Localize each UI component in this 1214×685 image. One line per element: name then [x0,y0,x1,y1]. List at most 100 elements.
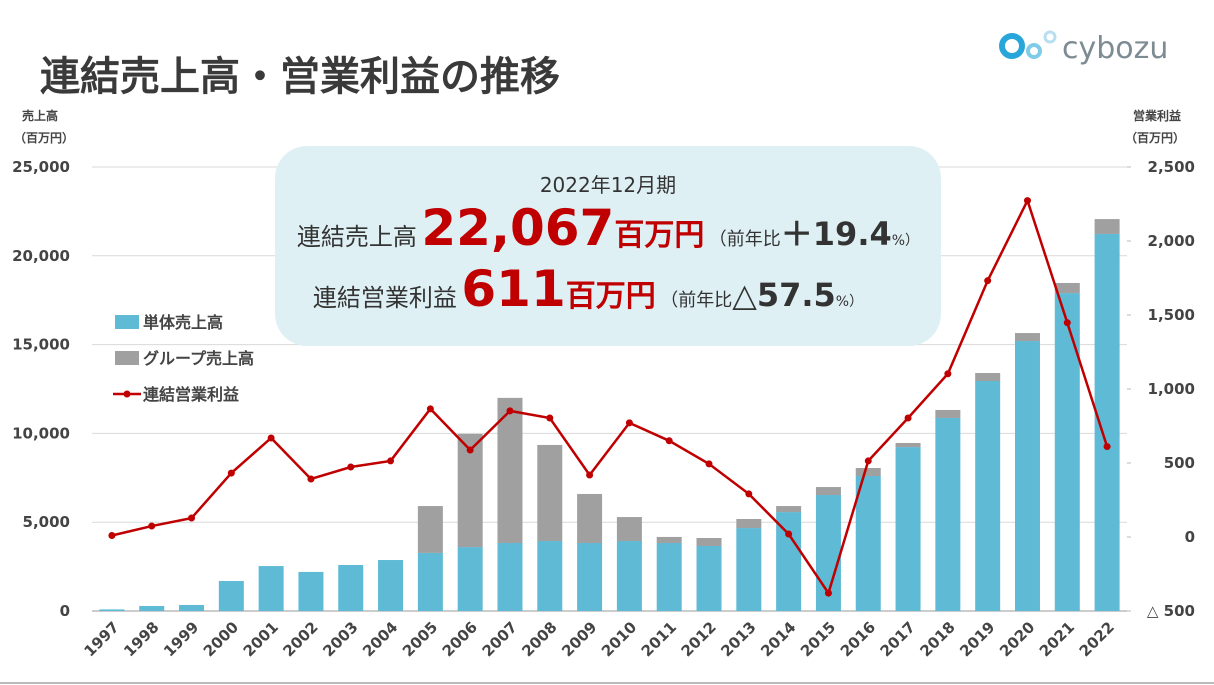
bar [1014,333,1040,342]
prefix: （前年比 [660,290,732,311]
value: 22,067 [421,199,614,257]
logo: cybozu [999,30,1168,66]
change: ＋19.4 [781,215,892,253]
bar [975,373,1001,382]
bar [935,409,961,418]
suffix: %） [892,233,919,249]
y2-tick-label: 2,000 [1148,232,1195,250]
bar [497,542,523,611]
line-point [387,457,395,465]
bar [1014,341,1040,611]
line-point [904,414,912,422]
highlight-background [275,146,941,346]
line-point [347,463,355,471]
bar [378,560,404,611]
chart-title: 連結売上高・営業利益の推移 [40,54,560,100]
line-point [546,414,554,422]
line-point [227,469,235,477]
y-axis-label: （百万円） [14,130,74,145]
bar [417,506,443,553]
bar [656,542,682,611]
bar [99,609,125,611]
bar [815,487,841,496]
legend-label: 単体売上高 [143,313,223,332]
y2-tick-label: △ 500 [1147,602,1195,620]
line-point [824,589,832,597]
unit: 百万円 [566,279,656,314]
bar [736,519,762,529]
y-tick-label: 20,000 [12,247,70,265]
bar [776,512,802,611]
line [111,197,1109,596]
bar [616,517,642,542]
legend-label: グループ売上高 [143,349,254,368]
bar [656,536,682,543]
legend-swatch [115,315,139,329]
bar [855,476,881,611]
bar [537,444,563,542]
bar [895,447,921,611]
y-tick-label: 0 [60,602,70,620]
bar [179,604,205,611]
bar [338,565,364,611]
logo-circle [1043,30,1057,44]
line-point [108,532,116,540]
highlight-box: 2022年12月期 連結売上高 22,067百万円 （前年比＋19.4%） 連結… [275,146,941,346]
y2-axis-label: （百万円） [1125,130,1185,145]
legend-label: 連結営業利益 [143,385,239,404]
line-point [307,475,315,483]
line-point [586,471,594,479]
y2-tick-label: 1,000 [1148,380,1195,398]
legend-swatch [115,351,139,365]
y2-tick-label: 1,500 [1148,306,1195,324]
bar [1054,293,1080,611]
bar [736,528,762,611]
logo-text: cybozu [1062,31,1168,66]
y-axis-label: 売上高 [22,108,58,123]
y2-tick-label: 500 [1164,454,1195,472]
line-point [944,370,952,378]
line-point [1023,197,1031,205]
suffix: %） [836,294,863,310]
bar [258,566,284,611]
bar [577,542,603,611]
line-point [665,437,673,445]
highlight-sales: 連結売上高 22,067百万円 （前年比＋19.4%） [297,199,919,257]
bar [537,541,563,611]
line-point [466,446,474,454]
line-point [1103,443,1111,451]
line-point [864,457,872,465]
bar [577,493,603,543]
y-tick-label: 5,000 [23,513,70,531]
bar [1054,282,1080,294]
prefix: （前年比 [709,229,781,250]
bar [457,547,483,611]
value: 611 [461,260,565,318]
bar [218,580,244,611]
logo-circle [1026,43,1042,59]
line-point [705,460,713,468]
y-tick-label: 25,000 [12,158,70,176]
unit: 百万円 [614,218,704,253]
bar [1094,219,1120,234]
bar [975,381,1001,611]
legend-swatch [123,390,131,398]
line-point [1063,319,1071,327]
y-tick-label: 15,000 [12,336,70,354]
bar [895,442,921,448]
bar [298,571,324,611]
highlight-period: 2022年12月期 [540,173,676,197]
y2-axis-label: 営業利益 [1133,108,1181,123]
logo-circle [999,33,1025,59]
bar [696,545,722,611]
line-point [984,277,992,285]
line-point [188,514,196,522]
bar [139,606,165,611]
y-tick-label: 10,000 [12,424,70,442]
highlight-profit: 連結営業利益 611百万円 （前年比△57.5%） [313,260,863,318]
bar [616,541,642,611]
line-point [785,530,793,538]
bar [855,468,881,477]
bar [935,417,961,611]
